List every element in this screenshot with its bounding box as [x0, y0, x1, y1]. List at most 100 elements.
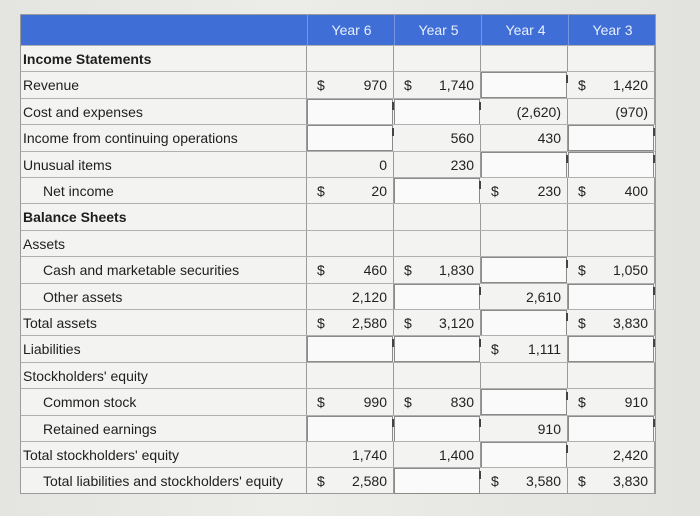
answer-input-cell[interactable]: [568, 125, 655, 152]
table-row: Total assets $2,580 $3,120 $3,830: [21, 309, 655, 336]
answer-input-cell[interactable]: [481, 72, 568, 99]
currency-symbol: $: [578, 183, 586, 199]
row-label: Income Statements: [21, 46, 307, 72]
answer-input-cell[interactable]: [307, 336, 394, 363]
empty-cell: [568, 230, 655, 257]
currency-symbol: $: [578, 394, 586, 411]
cell-value: 910: [624, 394, 648, 411]
value-cell: $3,830: [568, 310, 655, 336]
row-label: Total assets: [21, 310, 307, 336]
financial-statements-table: Year 6 Year 5 Year 4 Year 3 Income Statemen…: [20, 14, 656, 495]
cell-value: 910: [537, 420, 561, 437]
answer-input-cell[interactable]: [307, 415, 394, 442]
row-label: Balance Sheets: [21, 204, 307, 231]
value-cell: $1,740: [394, 72, 481, 99]
answer-input-cell[interactable]: [394, 415, 481, 442]
answer-input-cell[interactable]: [568, 283, 655, 310]
row-label: Cost and expenses: [21, 98, 307, 125]
currency-symbol: $: [404, 77, 412, 94]
table-row: Common stock $990 $830 $910: [21, 388, 655, 416]
value-cell: $970: [307, 72, 394, 99]
empty-cell: [568, 204, 655, 231]
cell-value: 1,420: [612, 77, 648, 94]
answer-input-cell[interactable]: [481, 151, 568, 178]
empty-cell: [481, 362, 568, 389]
value-cell: 230: [394, 151, 481, 178]
row-label: Total stockholders' equity: [21, 442, 307, 468]
value-cell: $3,830: [568, 468, 655, 495]
answer-input-cell[interactable]: [568, 151, 655, 178]
value-cell: $910: [568, 389, 655, 416]
value-cell: $3,580: [481, 468, 568, 495]
row-label: Common stock: [21, 389, 307, 416]
value-cell: $1,111: [481, 336, 568, 363]
empty-cell: [568, 46, 655, 72]
value-cell: $3,120: [394, 310, 481, 336]
value-cell: $2,580: [307, 310, 394, 336]
answer-input-cell[interactable]: [394, 98, 481, 125]
value-cell: (970): [568, 98, 655, 125]
currency-symbol: $: [578, 315, 586, 331]
currency-symbol: $: [491, 341, 499, 358]
year-header-4: Year 3: [568, 15, 656, 45]
cell-value: 1,830: [438, 262, 474, 279]
value-cell: $830: [394, 389, 481, 416]
cell-value: 3,580: [525, 473, 561, 490]
cell-value: 990: [363, 394, 387, 411]
value-cell: 2,120: [307, 283, 394, 310]
cell-value: 2,580: [351, 315, 387, 331]
empty-cell: [568, 362, 655, 389]
row-label: Other assets: [21, 283, 307, 310]
answer-input-cell[interactable]: [568, 415, 655, 442]
answer-input-cell[interactable]: [481, 389, 568, 416]
cell-value: 2,420: [612, 447, 648, 463]
answer-input-cell[interactable]: [394, 336, 481, 363]
empty-cell: [307, 362, 394, 389]
answer-input-cell[interactable]: [481, 310, 568, 336]
cell-value: 560: [450, 130, 474, 147]
row-label: Stockholders' equity: [21, 362, 307, 389]
answer-input-cell[interactable]: [394, 468, 481, 495]
value-cell: $1,420: [568, 72, 655, 99]
empty-cell: [307, 46, 394, 72]
cell-value: 2,120: [351, 288, 387, 305]
empty-cell: [394, 204, 481, 231]
empty-cell: [394, 46, 481, 72]
answer-input-cell[interactable]: [394, 283, 481, 310]
cell-value: 20: [371, 183, 387, 199]
value-cell: $230: [481, 178, 568, 204]
cell-value: 430: [537, 130, 561, 147]
empty-cell: [394, 362, 481, 389]
answer-input-cell[interactable]: [481, 257, 568, 284]
cell-value: 970: [363, 77, 387, 94]
cell-value: 1,740: [438, 77, 474, 94]
value-cell: (2,620): [481, 98, 568, 125]
empty-cell: [307, 230, 394, 257]
table-row: Total stockholders' equity 1,740 1,400 2,42…: [21, 441, 655, 468]
answer-input-cell[interactable]: [394, 178, 481, 204]
row-label: Liabilities: [21, 336, 307, 363]
value-cell: 430: [481, 125, 568, 152]
currency-symbol: $: [578, 473, 586, 490]
table-row: Income from continuing operations 560 430: [21, 124, 655, 152]
cell-value: 830: [450, 394, 474, 411]
currency-symbol: $: [317, 315, 325, 331]
currency-symbol: $: [317, 77, 325, 94]
year-header-2: Year 5: [394, 15, 482, 45]
table-row: Retained earnings 910: [21, 414, 655, 442]
currency-symbol: $: [578, 77, 586, 94]
answer-input-cell[interactable]: [568, 336, 655, 363]
cell-value: 2,610: [525, 288, 561, 305]
value-cell: $2,580: [307, 468, 394, 495]
cell-value: 230: [450, 156, 474, 173]
value-cell: $1,830: [394, 257, 481, 284]
answer-input-cell[interactable]: [481, 442, 568, 468]
answer-input-cell[interactable]: [307, 125, 394, 152]
table-row: Revenue $970 $1,740 $1,420: [21, 71, 655, 99]
cell-value: 3,830: [612, 315, 648, 331]
answer-input-cell[interactable]: [307, 98, 394, 125]
year-header-row: Year 6 Year 5 Year 4 Year 3: [21, 15, 655, 45]
currency-symbol: $: [404, 262, 412, 279]
value-cell: $1,050: [568, 257, 655, 284]
value-cell: 1,400: [394, 442, 481, 468]
